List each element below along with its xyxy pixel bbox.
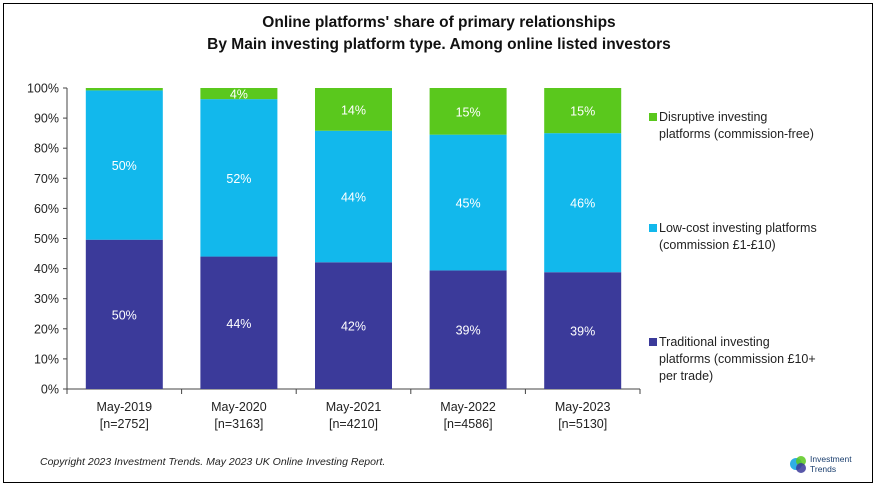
data-label: 14% <box>341 103 366 117</box>
data-label: 45% <box>456 197 481 211</box>
y-tick-label: 80% <box>34 142 59 156</box>
bar-segment <box>85 239 163 389</box>
y-tick-label: 90% <box>34 112 59 126</box>
chart-subtitle: By Main investing platform type. Among o… <box>207 36 671 53</box>
legend-swatch-disruptive <box>649 113 657 121</box>
data-label: 15% <box>456 105 481 119</box>
x-tick-label: May-2019 <box>97 400 153 414</box>
bar-segment <box>200 99 278 257</box>
y-tick-label: 40% <box>34 262 59 276</box>
logo-text: Investment Trends <box>810 454 852 474</box>
data-label: 39% <box>456 324 481 338</box>
y-tick-label: 0% <box>41 383 59 397</box>
chart-title: Online platforms' share of primary relat… <box>262 14 616 31</box>
bar-segment <box>315 88 392 131</box>
x-tick-sublabel: [n=4586] <box>444 417 493 431</box>
y-tick-label: 10% <box>34 352 59 366</box>
investment-trends-logo: Investment Trends <box>788 453 858 477</box>
logo-icon <box>790 456 806 473</box>
data-label: 15% <box>570 105 595 119</box>
bar-segment <box>544 88 622 134</box>
data-label: 4% <box>230 88 248 102</box>
x-tick-label: May-2022 <box>440 400 496 414</box>
data-label: 50% <box>112 159 137 173</box>
bar-segment <box>429 134 507 271</box>
legend-label-low-cost: Low-cost investing platforms (commission… <box>659 221 817 252</box>
bar-segment <box>315 130 392 263</box>
data-label: 39% <box>570 325 595 339</box>
bar-segment <box>200 88 278 100</box>
bar-segment <box>429 270 507 389</box>
legend-item-traditional: Traditional investing platforms (commiss… <box>649 334 816 385</box>
x-tick-sublabel: [n=5130] <box>558 417 607 431</box>
legend-item-low-cost: Low-cost investing platforms (commission… <box>649 220 817 254</box>
data-label: 46% <box>570 197 595 211</box>
x-tick-sublabel: [n=2752] <box>100 417 149 431</box>
copyright-note: Copyright 2023 Investment Trends. May 20… <box>40 456 386 468</box>
bar-segment <box>429 88 507 135</box>
legend-swatch-low-cost <box>649 224 657 232</box>
data-label: 52% <box>226 172 251 186</box>
y-tick-label: 60% <box>34 202 59 216</box>
legend-item-disruptive: Disruptive investing platforms (commissi… <box>649 109 814 143</box>
legend-swatch-traditional <box>649 338 657 346</box>
y-tick-label: 20% <box>34 322 59 336</box>
data-label: 42% <box>341 320 366 334</box>
bar-segment <box>315 262 392 389</box>
y-tick-label: 100% <box>27 82 59 96</box>
y-tick-label: 70% <box>34 172 59 186</box>
x-tick-sublabel: [n=3163] <box>214 417 263 431</box>
bar-segment <box>544 272 622 389</box>
data-label: 44% <box>341 191 366 205</box>
bar-segment <box>200 256 278 389</box>
chart-frame: Online platforms' share of primary relat… <box>3 3 873 483</box>
y-tick-label: 50% <box>34 232 59 246</box>
y-tick-label: 30% <box>34 292 59 306</box>
stacked-bar-chart: 0% 10% 20% 30% 40% 50% 60% 70% 80% 90% 100% 50% 50% M… <box>27 82 641 431</box>
data-label: 44% <box>226 317 251 331</box>
bar-segment <box>85 90 163 240</box>
bar-segment <box>85 88 163 91</box>
x-tick-label: May-2023 <box>555 400 611 414</box>
x-tick-sublabel: [n=4210] <box>329 417 378 431</box>
bar-segment <box>544 133 622 273</box>
legend-label-traditional: Traditional investing platforms (commiss… <box>659 335 816 383</box>
x-tick-label: May-2020 <box>211 400 267 414</box>
data-label: 50% <box>112 308 137 322</box>
x-tick-label: May-2021 <box>326 400 382 414</box>
legend-label-disruptive: Disruptive investing platforms (commissi… <box>659 110 814 141</box>
